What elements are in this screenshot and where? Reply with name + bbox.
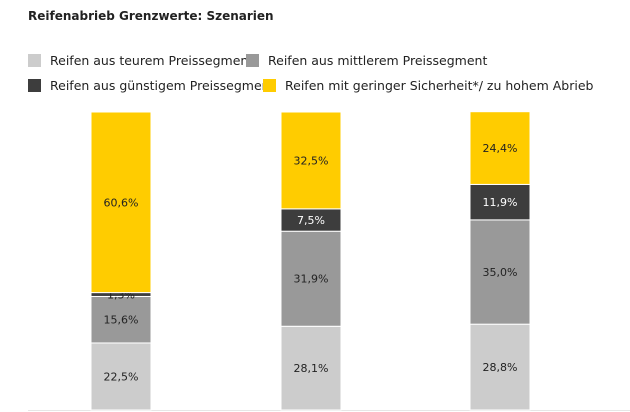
data-label-1-4: 60,6% [104, 196, 139, 209]
bar-segment-2-4 [280, 111, 342, 210]
legend-label-mittel: Reifen aus mittlerem Preissegment [268, 53, 488, 68]
legend-swatch-sicherheit [263, 79, 276, 92]
legend-swatch-mittel [246, 54, 259, 67]
legend-item-sicherheit: Reifen mit geringer Sicherheit*/ zu hohe… [263, 78, 593, 93]
legend-label-guenstig: Reifen aus günstigem Preissegment [50, 78, 275, 93]
legend-item-teuer: Reifen aus teurem Preissegment [28, 53, 253, 68]
data-label-3-2: 35,0% [483, 266, 518, 279]
legend-item-mittel: Reifen aus mittlerem Preissegment [246, 53, 487, 68]
chart-title: Reifenabrieb Grenzwerte: Szenarien [28, 9, 274, 23]
legend-label-sicherheit: Reifen mit geringer Sicherheit*/ zu hohe… [285, 78, 594, 93]
legend-swatch-teuer [28, 54, 41, 67]
bar-segment-2-2 [280, 230, 342, 327]
bar-segment-1-1 [90, 342, 152, 411]
data-label-1-2: 15,6% [104, 314, 139, 327]
legend-label-teuer: Reifen aus teurem Preissegment [50, 53, 254, 68]
legend-item-guenstig: Reifen aus günstigem Preissegment [28, 78, 274, 93]
bar-stack-1: 22,5%15,6%1,3%60,6% [90, 111, 152, 411]
bar-stack-3: 28,8% 35,0% 11,9% 24,4% [469, 111, 531, 411]
data-label-2-3: 7,5% [297, 214, 325, 227]
legend: Reifen aus teurem Preissegment Reifen au… [28, 53, 628, 103]
data-label-3-3: 11,9% [483, 196, 518, 209]
data-label-2-1: 28,1% [294, 362, 329, 375]
data-label-1-1: 22,5% [104, 370, 139, 383]
bar-segment-1-4 [90, 111, 152, 294]
bar-segment-2-1 [280, 325, 342, 411]
bar-segment-3-3 [469, 183, 531, 221]
data-label-3-1: 28,8% [483, 361, 518, 374]
legend-swatch-guenstig [28, 79, 41, 92]
bar-segment-3-1 [469, 323, 531, 411]
bar-segment-1-2 [90, 295, 152, 344]
data-label-2-4: 32,5% [294, 154, 329, 167]
bar-stack-2: 28,1% 31,9% 7,5% 32,5% [280, 111, 342, 411]
bar-segment-3-4 [469, 111, 531, 185]
data-label-2-2: 31,9% [294, 273, 329, 286]
bar-segment-3-2 [469, 219, 531, 325]
data-label-3-4: 24,4% [483, 142, 518, 155]
